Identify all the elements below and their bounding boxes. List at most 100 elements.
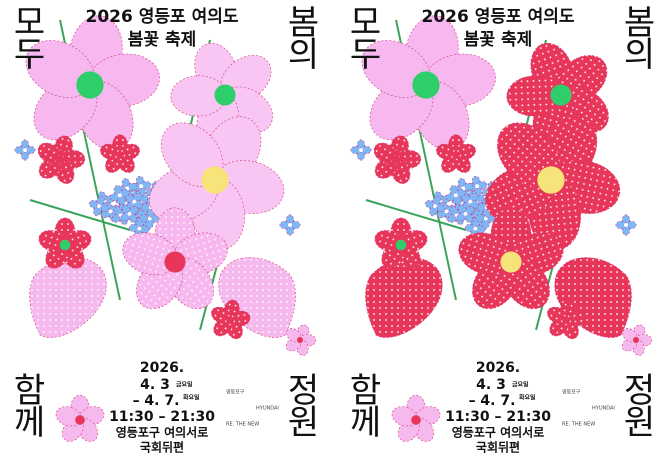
sponsor-logo: RE. THE NEW — [226, 422, 259, 428]
flower-center — [108, 209, 113, 214]
petal — [14, 145, 26, 155]
flower — [445, 185, 466, 206]
flower-center — [75, 415, 85, 425]
flower — [88, 195, 110, 217]
poster-title: 2026 영등포 여의도 — [422, 7, 575, 27]
flower — [285, 324, 317, 356]
place-detail: 국회뒤편 — [476, 440, 520, 455]
flower — [122, 207, 228, 310]
flower — [279, 214, 301, 236]
flower-center — [624, 223, 628, 227]
flower — [25, 15, 160, 151]
flower — [14, 139, 36, 161]
flower-center — [97, 204, 102, 208]
sponsor-logo: RE. THE NEW — [562, 422, 595, 428]
sponsor-logo: 영등포구 — [562, 389, 581, 396]
petal — [145, 217, 154, 229]
date-end-day: 화요일 — [519, 394, 536, 402]
date-end-day: 화요일 — [183, 394, 200, 402]
place-detail: 국회뒤편 — [140, 440, 184, 455]
flower-center — [117, 193, 122, 198]
flower — [149, 116, 285, 251]
flower-center — [475, 184, 480, 189]
flower-center — [500, 251, 522, 273]
flower-center — [412, 71, 440, 99]
flower-center — [391, 155, 401, 165]
petal — [429, 205, 438, 217]
flower — [38, 217, 92, 269]
date-end: – 4. 7. — [133, 393, 180, 409]
flower — [615, 214, 637, 236]
stem — [29, 199, 131, 231]
date-start-day: 금요일 — [176, 381, 193, 389]
flower — [436, 134, 476, 173]
poster-title: 2026 영등포 여의도 — [86, 7, 239, 27]
flower-center — [214, 84, 236, 106]
time: 11:30 – 21:30 — [109, 409, 215, 425]
petal — [93, 205, 102, 217]
flower-center — [132, 199, 137, 204]
flower-center — [288, 223, 292, 227]
petal-dots — [458, 232, 514, 275]
petal-dots — [374, 230, 403, 252]
sponsor-logo: HYUNDAI — [256, 406, 279, 412]
flower-center — [473, 226, 478, 231]
flower-center — [164, 251, 186, 273]
flower-center — [226, 316, 234, 324]
flower — [374, 217, 428, 269]
flower — [350, 139, 372, 161]
petal — [476, 181, 488, 190]
petal-dots — [506, 75, 563, 117]
petal — [481, 217, 490, 229]
flower-center — [562, 316, 570, 324]
flower-center — [468, 199, 473, 204]
flower-center — [453, 193, 458, 198]
flower-center — [537, 166, 565, 194]
date-start: 4. 3 — [476, 377, 506, 393]
corner-word: 함께 — [342, 372, 382, 438]
flower-center — [296, 336, 304, 344]
flower — [120, 204, 139, 223]
flower-center — [359, 148, 363, 152]
flower-center — [137, 226, 142, 231]
flower — [361, 15, 496, 151]
corner-word: 함께 — [6, 372, 46, 438]
stem — [365, 199, 467, 231]
place: 영등포구 여의서로 — [452, 425, 545, 440]
place: 영등포구 여의서로 — [116, 425, 209, 440]
flower-center — [55, 155, 65, 165]
flower-center — [395, 239, 407, 251]
flower-center — [201, 166, 229, 194]
petal — [279, 220, 291, 230]
date-end: – 4. 7. — [469, 393, 516, 409]
petal — [140, 203, 152, 212]
petal — [615, 220, 627, 230]
flower-center — [139, 184, 144, 189]
petal — [474, 225, 486, 234]
petal-dots — [436, 144, 457, 160]
flower — [109, 185, 130, 206]
flower-center — [463, 211, 468, 216]
flower — [458, 207, 564, 310]
flower-center — [116, 151, 124, 159]
petal-dots — [38, 230, 67, 252]
flower — [456, 204, 475, 223]
corner-word: 봄의 — [616, 4, 656, 70]
flower — [100, 134, 140, 173]
corner-word: 봄의 — [280, 4, 320, 70]
corner-word: 모두 — [342, 4, 382, 69]
flower-center — [411, 415, 421, 425]
flower-center — [127, 211, 132, 216]
flower-center — [452, 151, 460, 159]
date-start: 4. 3 — [140, 377, 170, 393]
flower-center — [632, 336, 640, 344]
petal — [109, 192, 121, 202]
flower — [547, 299, 587, 340]
petal-dots — [122, 232, 178, 275]
poster-subtitle: 봄꽃 축제 — [464, 30, 532, 50]
flower — [211, 299, 251, 340]
flower-center — [23, 148, 27, 152]
flower — [621, 324, 653, 356]
